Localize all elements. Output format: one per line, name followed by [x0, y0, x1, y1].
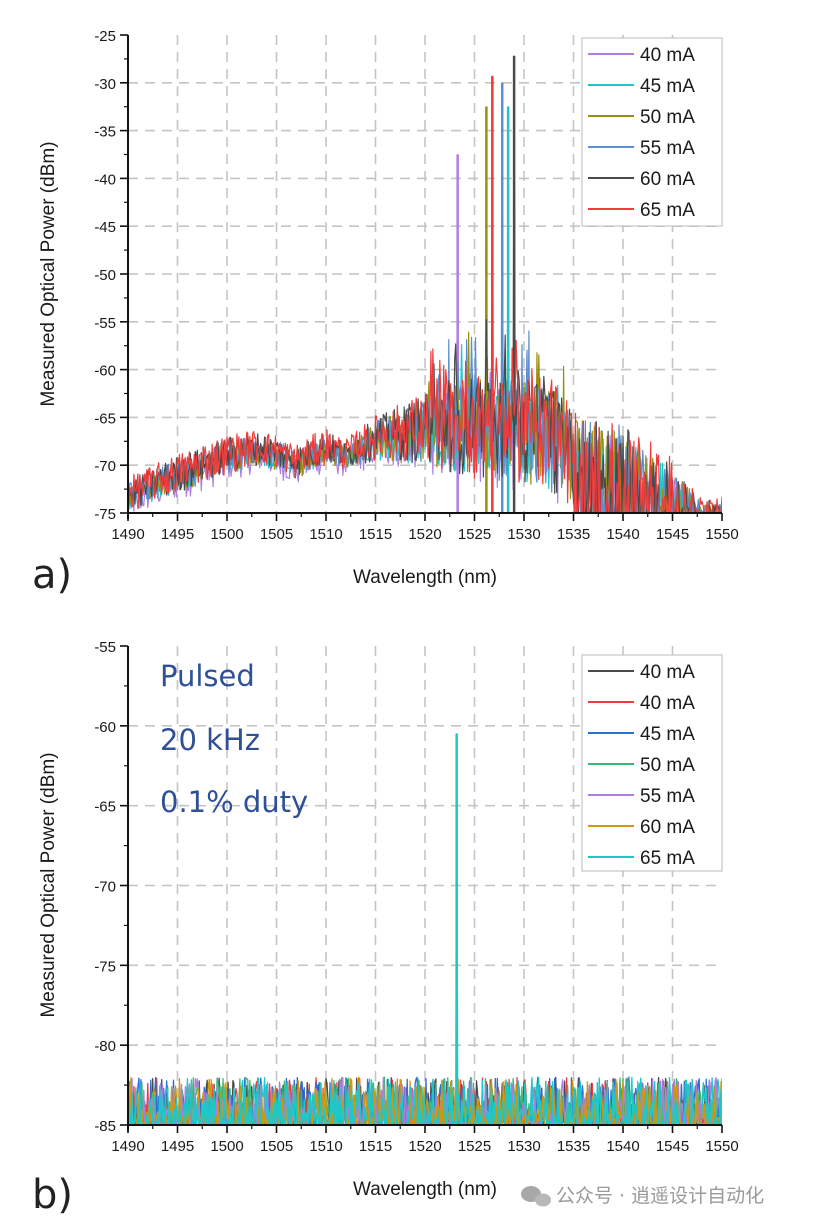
- x-tick-label: 1510: [309, 1138, 342, 1155]
- y-tick-label: -80: [94, 1038, 116, 1055]
- y-tick-label: -65: [94, 799, 116, 816]
- plot-area: [128, 55, 722, 513]
- legend-label: 60 mA: [640, 169, 695, 190]
- legend-label: 50 mA: [640, 755, 695, 776]
- x-tick-label: 1545: [656, 1138, 689, 1155]
- x-tick-label: 1525: [458, 526, 491, 543]
- series-line-65-ma: [128, 75, 722, 513]
- x-tick-label: 1515: [359, 526, 392, 543]
- y-tick-label: -55: [94, 639, 116, 656]
- annotation-duty: 0.1% duty: [160, 785, 308, 819]
- y-tick-label: -85: [94, 1118, 116, 1135]
- x-tick-label: 1535: [557, 526, 590, 543]
- x-tick-label: 1490: [111, 1138, 144, 1155]
- x-tick-label: 1520: [408, 1138, 441, 1155]
- legend-label: 65 mA: [640, 848, 695, 869]
- y-tick-label: -50: [94, 267, 116, 284]
- x-tick-label: 1520: [408, 526, 441, 543]
- x-tick-label: 1530: [507, 526, 540, 543]
- plot-area: [128, 733, 722, 1125]
- x-tick-label: 1495: [161, 1138, 194, 1155]
- legend-label: 55 mA: [640, 138, 695, 159]
- annotation-frequency: 20 kHz: [160, 723, 260, 757]
- y-tick-label: -75: [94, 958, 116, 975]
- axes: 1490 1495 1500 1505 1510 1515 1520 1525 1530 1535…: [94, 28, 738, 543]
- panel-b-x-axis-title: Wavelength (nm): [353, 1179, 497, 1200]
- annotation-pulsed: Pulsed: [160, 659, 255, 693]
- panel-a-y-axis-title: Measured Optical Power (dBm): [38, 141, 59, 406]
- x-tick-label: 1505: [260, 526, 293, 543]
- x-tick-label: 1540: [606, 1138, 639, 1155]
- x-tick-label: 1500: [210, 526, 243, 543]
- x-tick-label: 1550: [705, 1138, 738, 1155]
- y-tick-label: -30: [94, 76, 116, 93]
- x-tick-label: 1515: [359, 1138, 392, 1155]
- legend-box: [581, 37, 723, 227]
- panel-b-y-axis-title: Measured Optical Power (dBm): [38, 752, 59, 1017]
- x-tick-label: 1500: [210, 1138, 243, 1155]
- legend-label: 45 mA: [640, 76, 695, 97]
- axes: 1490 1495 1500 1505 1510 1515 1520 1525 1530 1535…: [94, 639, 738, 1155]
- y-tick-label: -65: [94, 410, 116, 427]
- y-tick-label: -40: [94, 171, 116, 188]
- legend: 40 mA 45 mA 50 mA 55 mA 60 mA 65 mA: [581, 37, 723, 227]
- x-tick-label: 1550: [705, 526, 738, 543]
- x-tick-label: 1545: [656, 526, 689, 543]
- x-tick-label: 1490: [111, 526, 144, 543]
- legend-label: 40 mA: [640, 662, 695, 683]
- x-tick-label: 1525: [458, 1138, 491, 1155]
- series-line-65-ma: [128, 733, 722, 1125]
- x-tick-label: 1495: [161, 526, 194, 543]
- legend-label: 50 mA: [640, 107, 695, 128]
- x-tick-label: 1510: [309, 526, 342, 543]
- x-tick-label: 1505: [260, 1138, 293, 1155]
- series-line-60-ma: [128, 1076, 722, 1125]
- watermark-text: 公众号 · 逍遥设计自动化: [556, 1185, 764, 1207]
- y-tick-label: -60: [94, 363, 116, 380]
- y-tick-label: -55: [94, 315, 116, 332]
- panel-a-x-axis-title: Wavelength (nm): [353, 567, 497, 588]
- panel-b-label: b): [32, 1172, 73, 1218]
- x-tick-label: 1540: [606, 526, 639, 543]
- x-tick-label: 1535: [557, 1138, 590, 1155]
- legend-label: 55 mA: [640, 786, 695, 807]
- y-tick-label: -75: [94, 506, 116, 523]
- y-tick-label: -70: [94, 879, 116, 896]
- x-tick-label: 1530: [507, 1138, 540, 1155]
- y-tick-label: -25: [94, 28, 116, 45]
- y-tick-label: -35: [94, 124, 116, 141]
- legend: 40 mA 40 mA 45 mA 50 mA 55 mA 60 mA 65 mA: [581, 654, 723, 872]
- legend-label: 65 mA: [640, 200, 695, 221]
- wechat-icon: [521, 1186, 551, 1207]
- legend-label: 40 mA: [640, 693, 695, 714]
- y-tick-label: -70: [94, 458, 116, 475]
- y-tick-label: -60: [94, 719, 116, 736]
- legend-label: 60 mA: [640, 817, 695, 838]
- legend-label: 40 mA: [640, 45, 695, 66]
- watermark: 公众号 · 逍遥设计自动化: [521, 1185, 764, 1207]
- y-tick-label: -45: [94, 219, 116, 236]
- panel-a-chart: 1490 1495 1500 1505 1510 1515 1520 1525 1530 1535…: [94, 28, 738, 543]
- panel-b-chart: 1490 1495 1500 1505 1510 1515 1520 1525 1530 1535…: [94, 639, 738, 1155]
- panel-a-label: a): [32, 552, 72, 598]
- legend-label: 45 mA: [640, 724, 695, 745]
